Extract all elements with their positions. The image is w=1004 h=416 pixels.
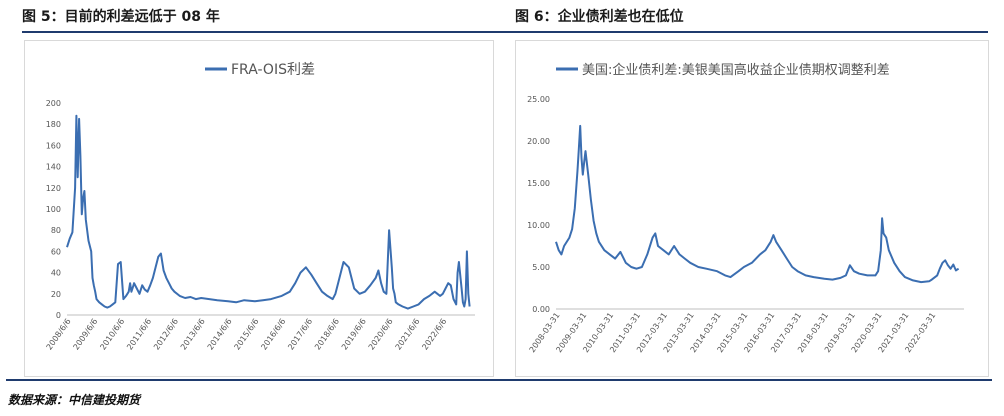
bottom-rule (6, 379, 992, 381)
left-chart-panel: FRA-OIS利差 0 20 40 60 80 100 120 140 160 180 200 2008… (24, 40, 494, 377)
x-tick: 2021/6/6 (394, 317, 422, 352)
y-tick-label: 15.00 (527, 179, 550, 188)
y-tick-label: 0.00 (532, 305, 550, 314)
x-tick: 2015/6/6 (233, 317, 261, 352)
x-tick: 2008/6/6 (45, 317, 73, 352)
x-tick-label: 2014/6/6 (206, 317, 234, 352)
y-tick-label: 5.00 (532, 263, 550, 272)
y-tick-label: 10.00 (527, 221, 550, 230)
y-tick-label: 180 (46, 120, 61, 129)
y-tick-label: 60 (51, 247, 61, 256)
y-tick-label: 25.00 (527, 95, 550, 104)
x-tick-label: 2013/6/6 (179, 317, 207, 352)
legend-label: 美国:企业债利差:美银美国高收益企业债期权调整利差 (582, 62, 890, 78)
x-tick: 2020/6/6 (367, 317, 395, 352)
x-tick: 2016/6/6 (259, 317, 287, 352)
x-tick-label: 2011/6/6 (125, 317, 153, 352)
x-tick-label: 2022/6/6 (420, 317, 448, 352)
y-tick-label: 20 (51, 290, 61, 299)
y-tick-label: 160 (46, 141, 61, 150)
x-tick-label: 2017/6/6 (286, 317, 314, 352)
data-source: 数据来源：中信建投期货 (8, 393, 141, 407)
x-tick-label: 2012/6/6 (152, 317, 180, 352)
y-tick-label: 200 (46, 99, 61, 108)
x-tick: 2013/6/6 (179, 317, 207, 352)
series-line (555, 124, 960, 284)
x-tick-label: 2019/6/6 (340, 317, 368, 352)
y-tick-label: 80 (51, 226, 61, 235)
x-tick-label: 2018/6/6 (313, 317, 341, 352)
x-tick-label: 2020/6/6 (367, 317, 395, 352)
x-tick-label: 2015/6/6 (233, 317, 261, 352)
series-line (66, 114, 471, 310)
x-tick-label: 2008/6/6 (45, 317, 73, 352)
x-tick: 2009/6/6 (71, 317, 99, 352)
left-chart: FRA-OIS利差 0 20 40 60 80 100 120 140 160 180 200 2008… (45, 62, 475, 352)
y-tick-label: 140 (46, 163, 61, 172)
x-tick: 2019/6/6 (340, 317, 368, 352)
title-rule (22, 31, 988, 33)
x-tick: 2014/6/6 (206, 317, 234, 352)
x-tick: 2022/6/6 (420, 317, 448, 352)
legend-label: FRA-OIS利差 (231, 62, 315, 78)
y-tick-label: 120 (46, 184, 61, 193)
x-tick: 2017/6/6 (286, 317, 314, 352)
right-chart: 美国:企业债利差:美银美国高收益企业债期权调整利差 0.00 5.00 10.00 15… (527, 62, 964, 354)
x-tick: 2018/6/6 (313, 317, 341, 352)
y-tick-label: 0 (56, 311, 61, 320)
y-tick-label: 100 (46, 205, 61, 214)
y-tick-label: 40 (51, 269, 61, 278)
right-figure-title: 图 6：企业债利差也在低位 (515, 9, 684, 25)
x-tick: 2011/6/6 (125, 317, 153, 352)
x-tick-label: 2010/6/6 (98, 317, 126, 352)
left-figure-title: 图 5：目前的利差远低于 08 年 (22, 9, 220, 25)
x-tick: 2012/6/6 (152, 317, 180, 352)
x-tick-label: 2016/6/6 (259, 317, 287, 352)
x-tick-label: 2021/6/6 (394, 317, 422, 352)
x-tick: 2010/6/6 (98, 317, 126, 352)
x-tick-label: 2009/6/6 (71, 317, 99, 352)
y-tick-label: 20.00 (527, 137, 550, 146)
right-chart-panel: 美国:企业债利差:美银美国高收益企业债期权调整利差 0.00 5.00 10.00 15… (515, 40, 989, 377)
